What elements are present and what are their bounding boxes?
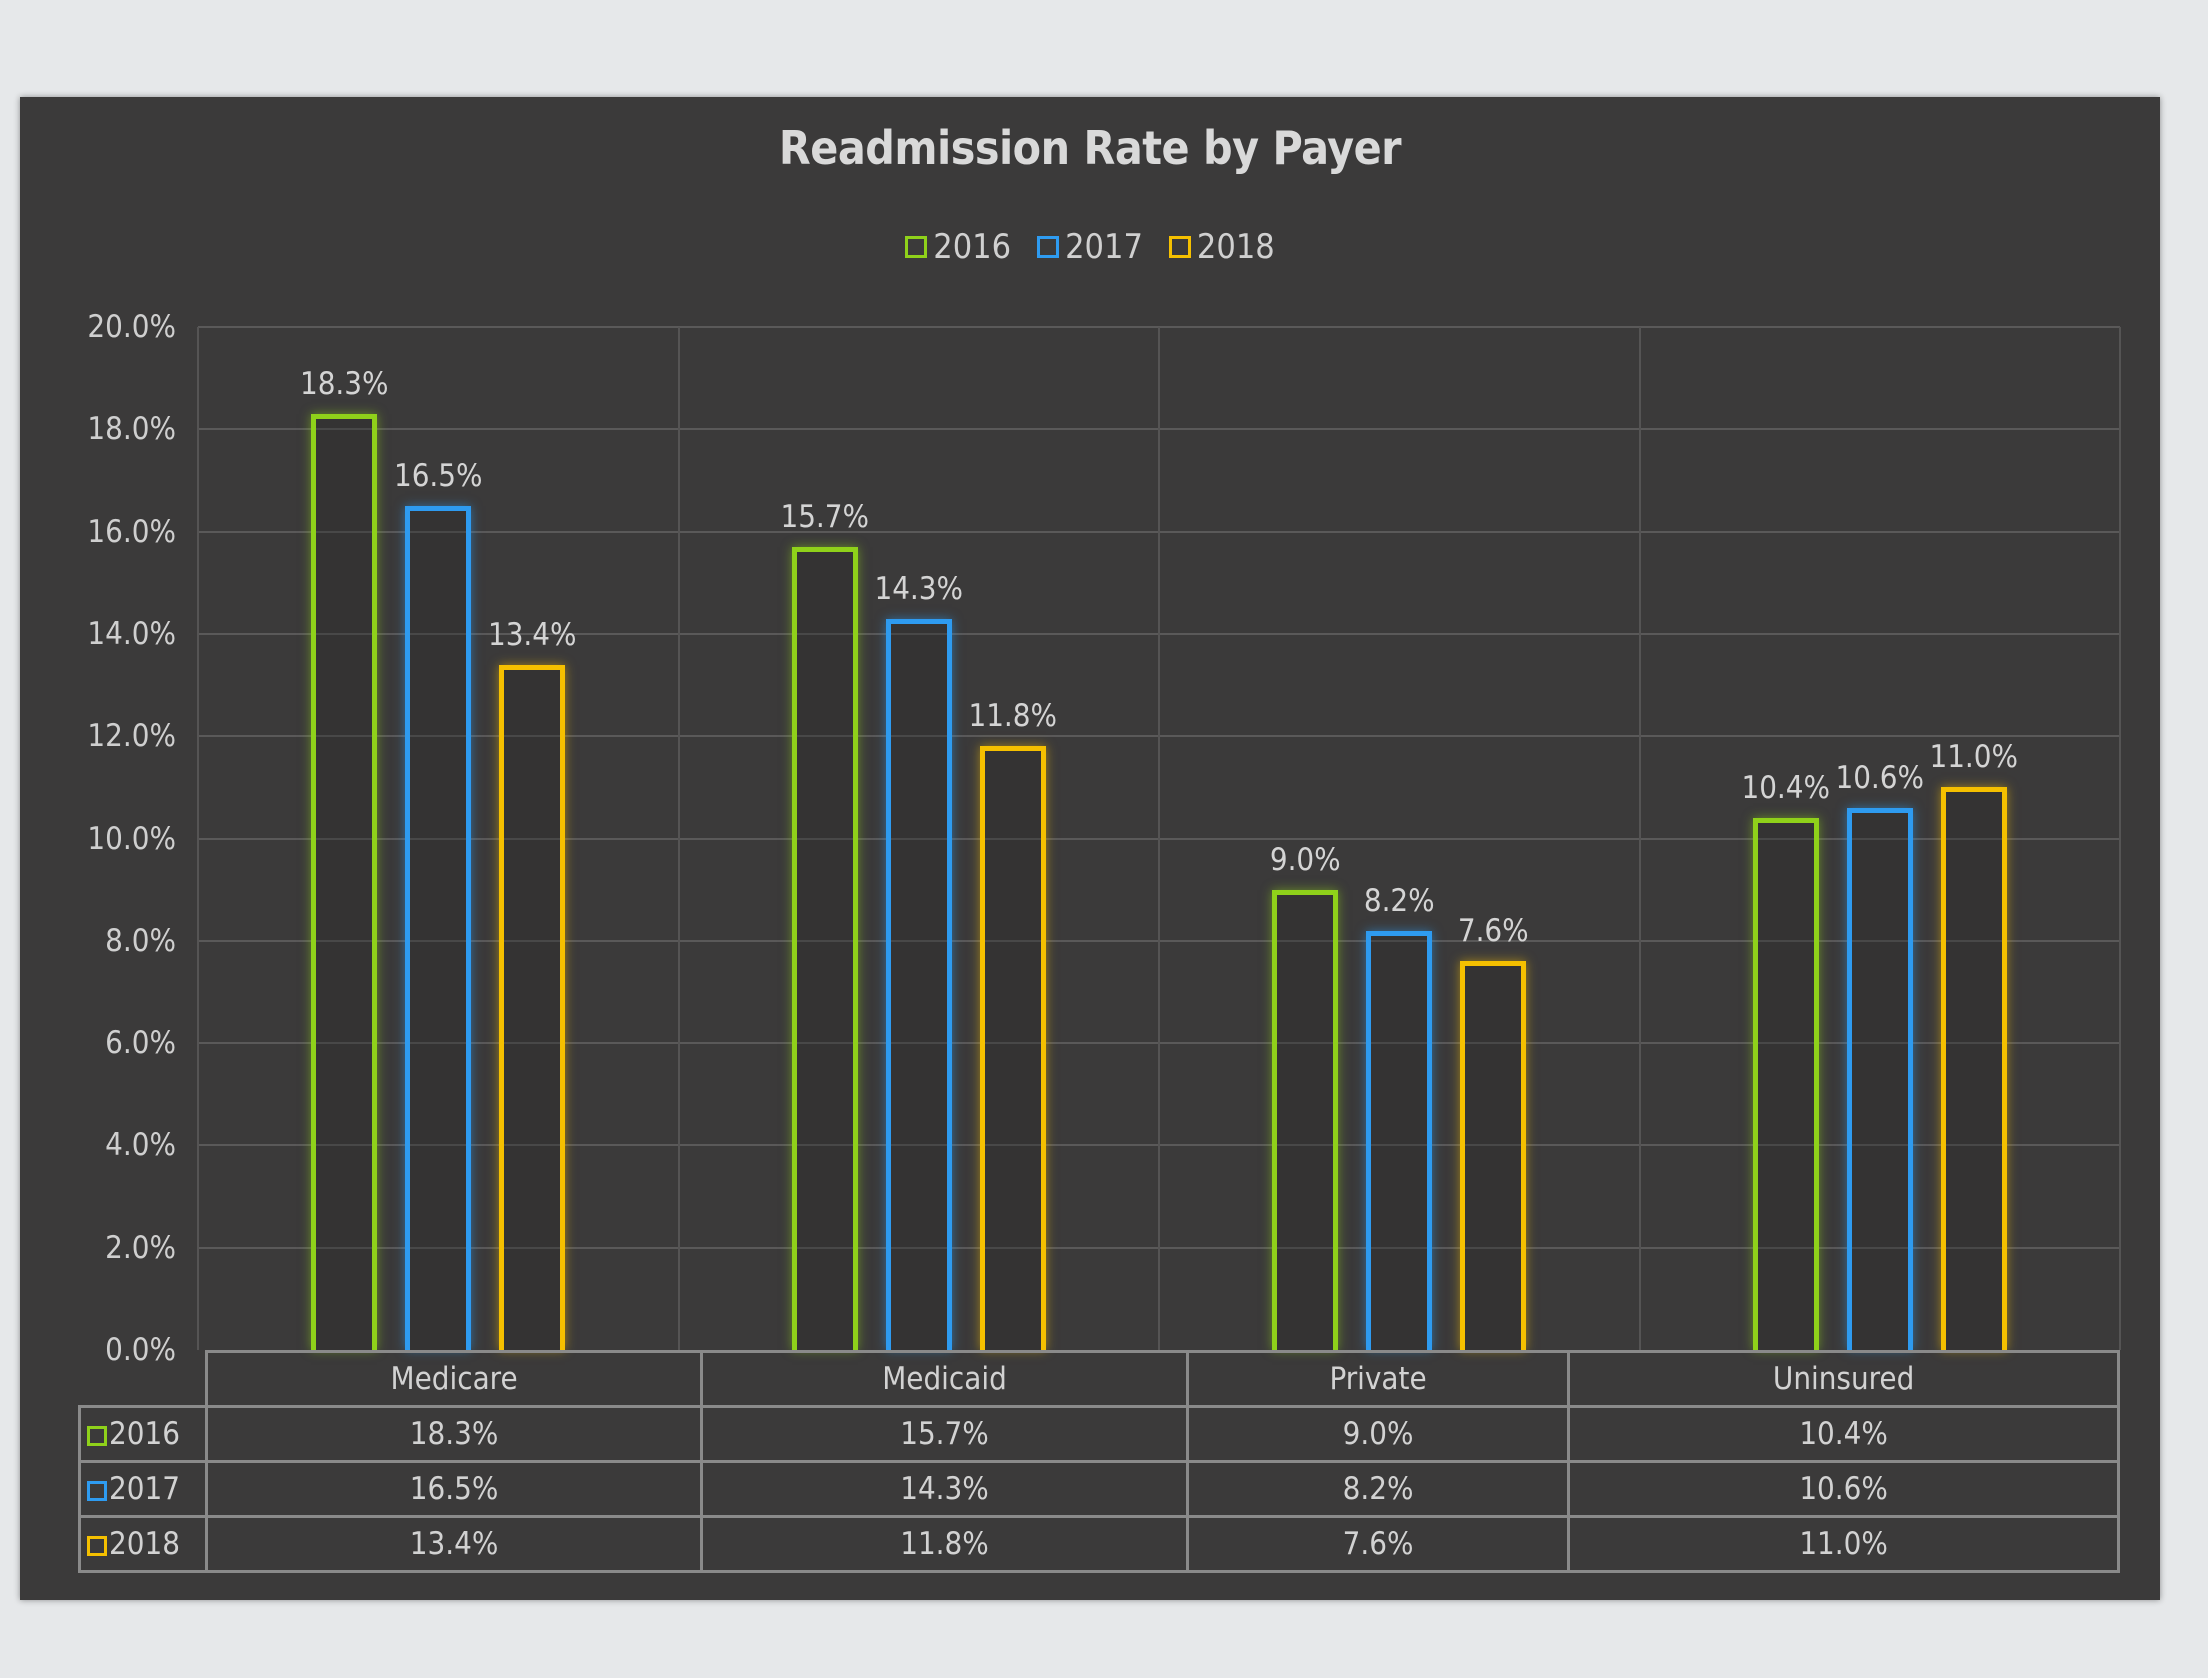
chart-panel[interactable]: Readmission Rate by Payer 2016 2017 2018… — [20, 97, 2160, 1600]
table-row: 2016 18.3% 15.7% 9.0% 10.4% — [78, 1405, 2120, 1463]
bar-medicaid-2018[interactable] — [979, 746, 1046, 1350]
category-divider — [2119, 327, 2121, 1350]
table-cell: 11.8% — [700, 1515, 1189, 1573]
table-cell: 13.4% — [204, 1515, 704, 1573]
table-cell: 16.5% — [204, 1460, 704, 1518]
legend-item-2016[interactable]: 2016 — [905, 227, 1011, 267]
row-label-text: 2016 — [109, 1416, 180, 1452]
legend-swatch-2016-icon — [905, 236, 928, 258]
table-header-uninsured: Uninsured — [1567, 1350, 2120, 1408]
plot-area[interactable]: 0.0% 2.0% 4.0% 6.0% 8.0% 10.0% 12.0% 14.0% 16.0%… — [87, 309, 2121, 1368]
table-cell: 11.0% — [1567, 1515, 2120, 1573]
y-axis-tick-label: 8.0% — [105, 922, 176, 959]
table-cell: 9.0% — [1185, 1405, 1571, 1463]
legend-label: 2016 — [933, 227, 1012, 267]
data-label: 11.0% — [1929, 739, 2019, 776]
table-cell: 10.4% — [1567, 1405, 2120, 1463]
legend-item-2017[interactable]: 2017 — [1037, 227, 1143, 267]
table-cell: 14.3% — [700, 1460, 1189, 1518]
data-label: 10.6% — [1835, 759, 1925, 796]
y-axis-tick-label: 14.0% — [87, 615, 176, 652]
y-axis-tick-label: 20.0% — [87, 309, 176, 345]
table-row: 2017 16.5% 14.3% 8.2% 10.6% — [78, 1460, 2120, 1518]
table-cell: 18.3% — [204, 1405, 704, 1463]
bar-medicare-2016[interactable] — [311, 413, 378, 1350]
data-label: 9.0% — [1269, 841, 1341, 878]
table-row-label-2017: 2017 — [78, 1460, 208, 1518]
table-row: 2018 13.4% 11.8% 7.6% 11.0% — [78, 1515, 2120, 1573]
table-row-label-2016: 2016 — [78, 1405, 208, 1463]
table-cell: 10.6% — [1567, 1460, 2120, 1518]
table-header-medicaid: Medicaid — [700, 1350, 1189, 1408]
bar-uninsured-2016[interactable] — [1752, 818, 1819, 1350]
y-axis-tick-label: 12.0% — [87, 718, 176, 755]
table-cell: 15.7% — [700, 1405, 1189, 1463]
y-axis-tick-label: 2.0% — [105, 1229, 176, 1266]
y-axis-tick-label: 4.0% — [105, 1127, 176, 1164]
table-corner — [79, 1351, 208, 1408]
chart-title: Readmission Rate by Payer — [778, 121, 1402, 175]
bar-medicaid-2017[interactable] — [885, 618, 952, 1350]
data-label: 18.3% — [299, 365, 389, 402]
category-divider — [677, 327, 680, 1350]
table-header-medicare: Medicare — [204, 1350, 704, 1408]
legend-item-2018[interactable]: 2018 — [1168, 227, 1275, 267]
data-table: Medicare Medicaid Private Uninsured 2016… — [78, 1350, 2120, 1573]
table-row-label-2018: 2018 — [78, 1515, 208, 1573]
data-label: 7.6% — [1457, 913, 1529, 950]
data-label: 14.3% — [874, 570, 964, 607]
legend-label: 2017 — [1065, 227, 1143, 267]
y-axis-tick-label: 10.0% — [87, 820, 176, 857]
legend-label: 2018 — [1196, 227, 1275, 267]
bar-uninsured-2018[interactable] — [1940, 787, 2007, 1350]
data-label: 16.5% — [393, 458, 483, 495]
legend-swatch-2018-icon — [1168, 236, 1191, 258]
legend-key-2018-icon — [87, 1535, 107, 1556]
table-cell: 8.2% — [1185, 1460, 1571, 1518]
row-label-text: 2018 — [109, 1526, 180, 1562]
legend-key-2016-icon — [87, 1425, 107, 1446]
chart-legend[interactable]: 2016 2017 2018 — [20, 227, 2160, 267]
bar-medicare-2018[interactable] — [499, 664, 566, 1350]
y-axis-tick-label: 16.0% — [87, 513, 176, 550]
bar-private-2016[interactable] — [1272, 889, 1339, 1350]
data-label: 11.8% — [968, 698, 1058, 735]
data-label: 8.2% — [1363, 882, 1435, 919]
legend-key-2017-icon — [87, 1480, 107, 1501]
data-label: 15.7% — [780, 498, 870, 535]
table-cell: 7.6% — [1185, 1515, 1571, 1573]
table-header-row: Medicare Medicaid Private Uninsured — [79, 1350, 2120, 1408]
bar-private-2018[interactable] — [1460, 961, 1527, 1350]
data-label: 13.4% — [487, 616, 577, 653]
category-divider — [1638, 327, 1641, 1350]
y-axis-tick-label: 18.0% — [87, 411, 176, 448]
legend-swatch-2017-icon — [1037, 236, 1060, 258]
category-divider — [1158, 327, 1160, 1350]
category-divider — [197, 327, 199, 1350]
y-axis-tick-label: 6.0% — [105, 1025, 176, 1062]
data-label: 10.4% — [1741, 770, 1831, 807]
bar-medicaid-2016[interactable] — [791, 546, 858, 1350]
bar-medicare-2017[interactable] — [405, 506, 472, 1350]
bar-uninsured-2017[interactable] — [1846, 807, 1913, 1350]
bar-private-2017[interactable] — [1366, 930, 1433, 1350]
table-header-private: Private — [1185, 1350, 1571, 1408]
row-label-text: 2017 — [109, 1471, 180, 1507]
